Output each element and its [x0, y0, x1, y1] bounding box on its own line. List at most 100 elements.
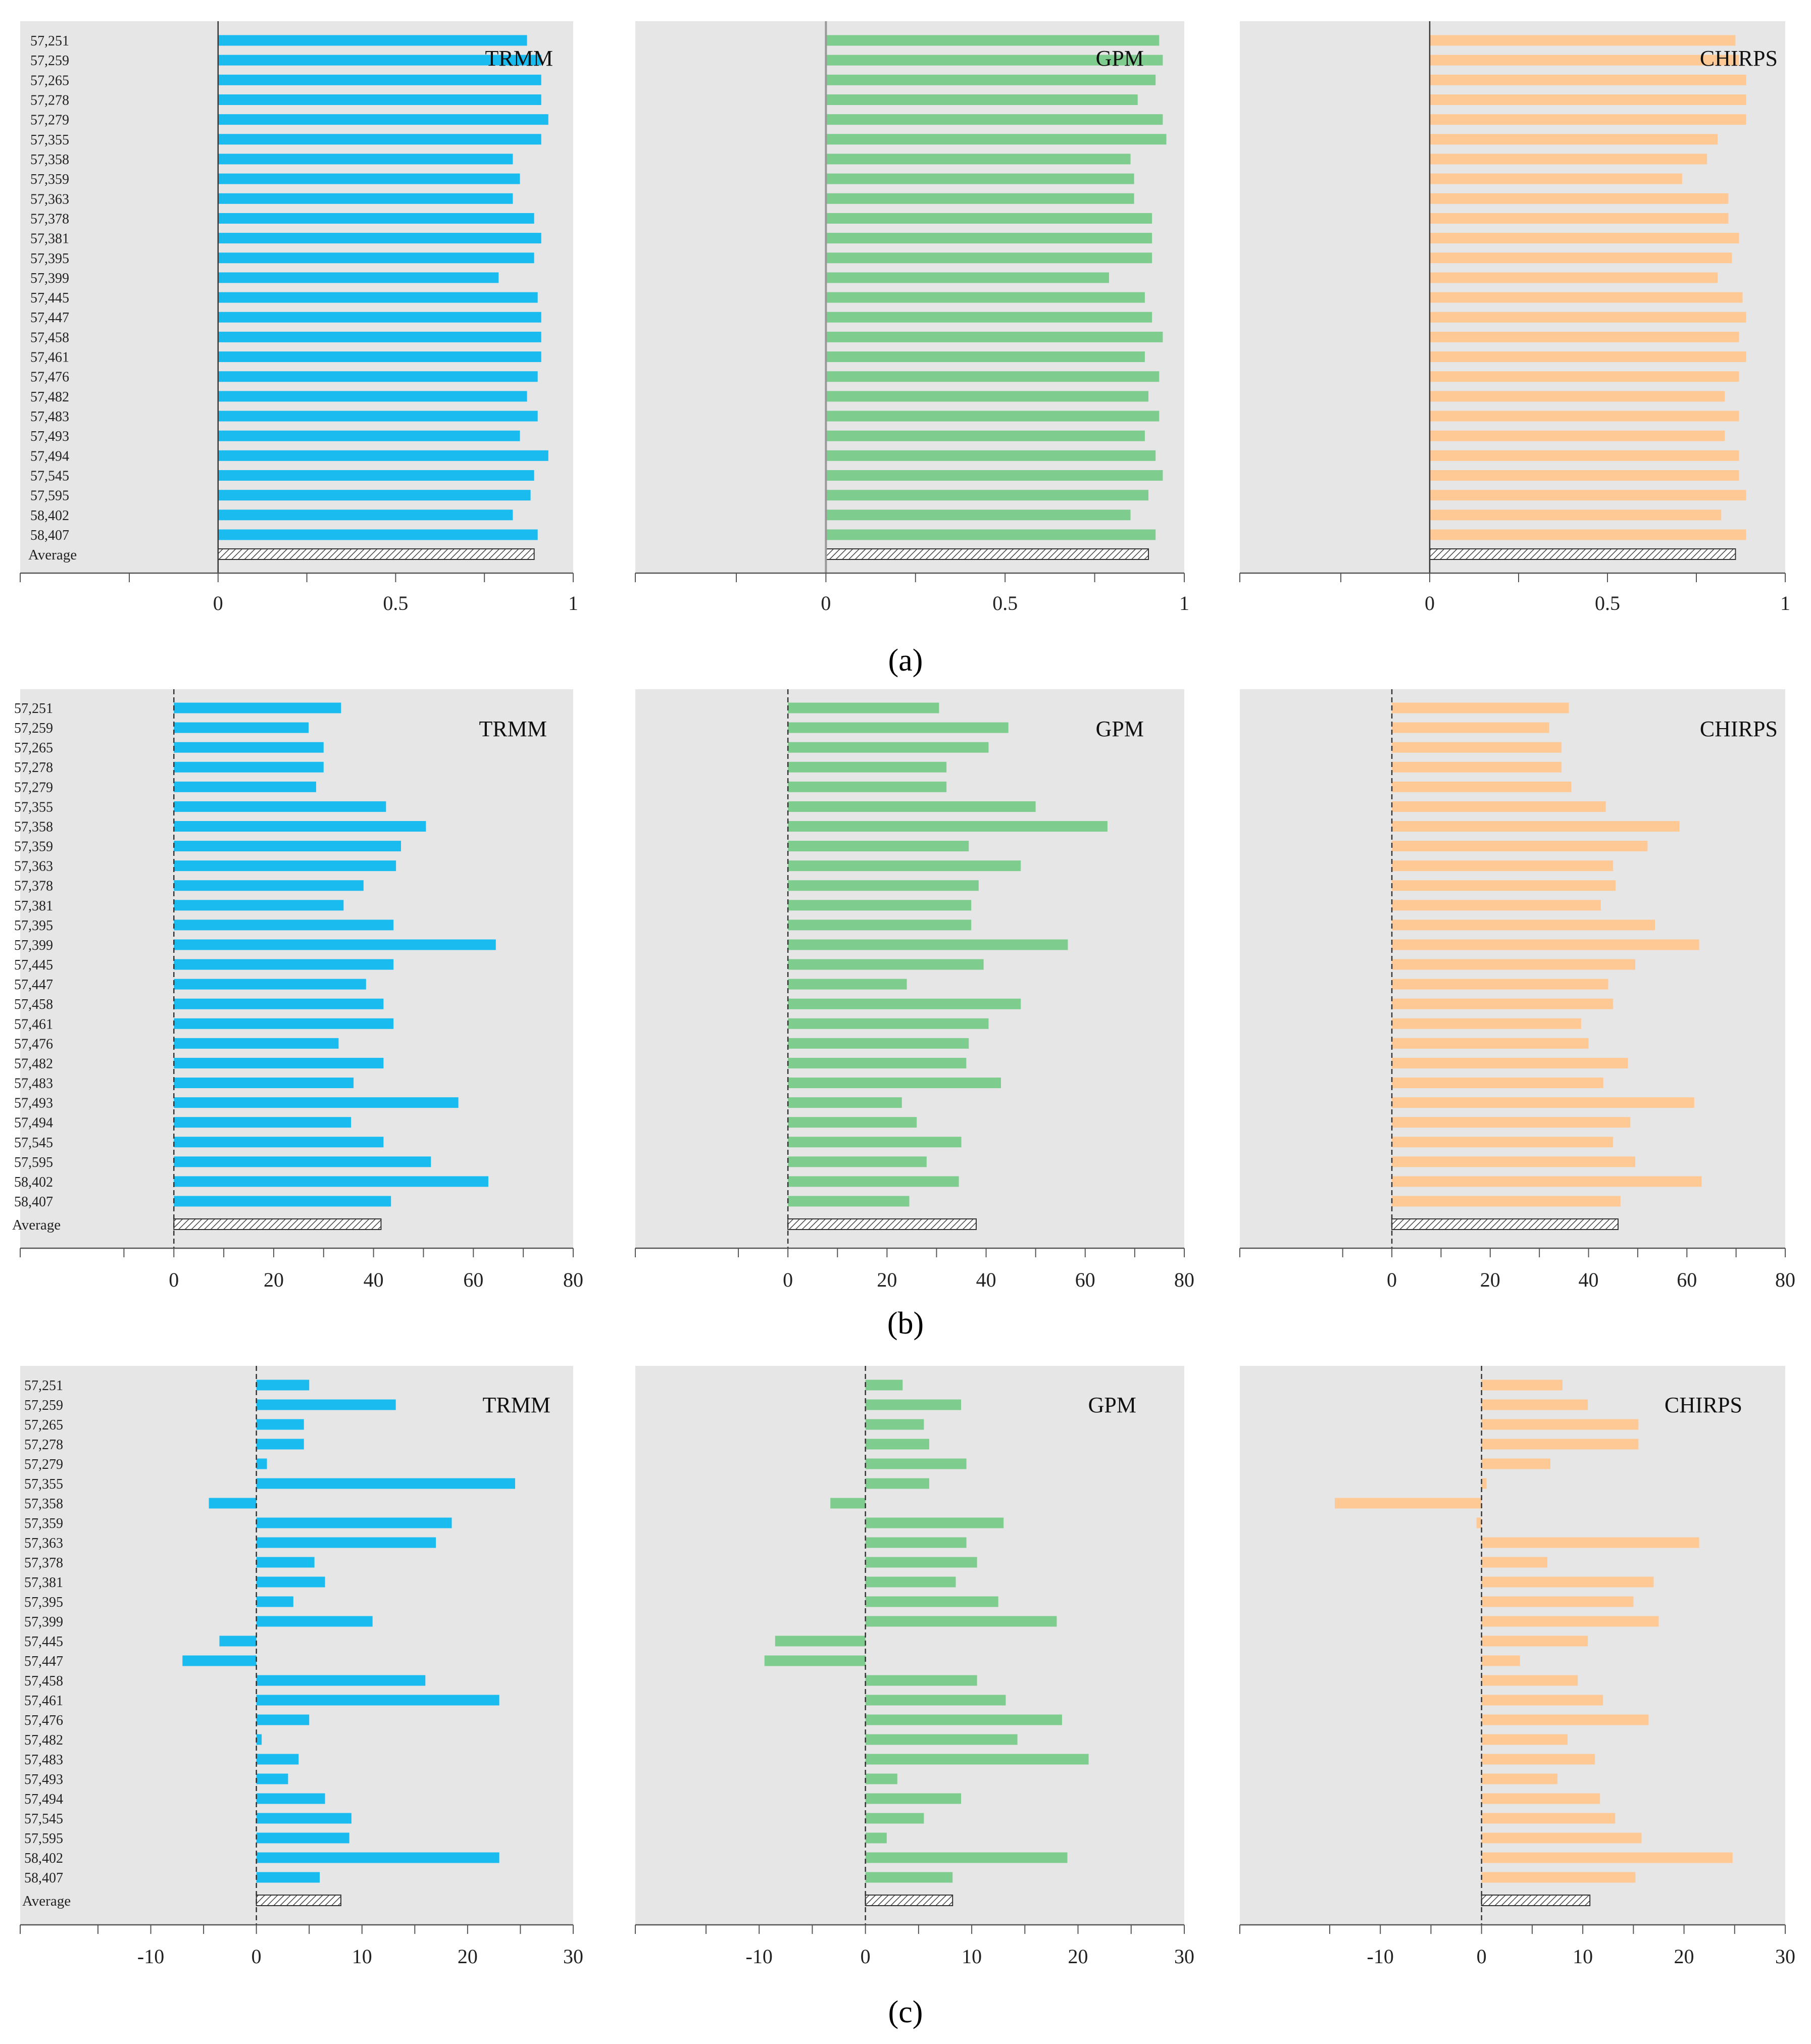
- bar: [788, 1137, 962, 1148]
- category-label: 57,359: [30, 172, 69, 187]
- category-label: 58,402: [30, 508, 69, 524]
- bar: [1392, 1078, 1603, 1089]
- category-label: 57,483: [30, 409, 69, 425]
- x-tick-label: 0.5: [383, 592, 408, 615]
- category-label: 57,595: [30, 488, 69, 504]
- bar: [865, 1596, 998, 1607]
- category-label: 57,278: [30, 92, 69, 108]
- bar: [1476, 1517, 1482, 1528]
- bar: [865, 1813, 924, 1824]
- bar: [1481, 1793, 1600, 1804]
- bar: [174, 998, 384, 1009]
- bar: [1392, 841, 1648, 852]
- bar: [174, 761, 324, 773]
- bar: [1430, 529, 1746, 540]
- bar: [1481, 1734, 1568, 1745]
- bar: [1481, 1813, 1616, 1824]
- category-label: 57,493: [14, 1096, 53, 1111]
- bar: [865, 1439, 929, 1450]
- category-label: 57,476: [14, 1036, 53, 1052]
- bar: [788, 781, 947, 792]
- category-label: 57,363: [24, 1536, 63, 1551]
- bar: [1430, 252, 1732, 264]
- bar: [826, 35, 1160, 46]
- category-label: 57,461: [14, 1016, 53, 1032]
- category-label: 57,381: [30, 231, 69, 247]
- category-label: 57,251: [24, 1378, 63, 1394]
- category-label: 57,395: [14, 918, 53, 934]
- bar: [865, 1675, 977, 1686]
- bar: [219, 1636, 257, 1647]
- bar: [256, 1517, 452, 1528]
- bar: [218, 430, 520, 441]
- bar: [1481, 1419, 1639, 1430]
- bar: [826, 154, 1131, 165]
- bar: [826, 430, 1145, 441]
- x-tick-label: 80: [1174, 1268, 1194, 1291]
- bar: [1392, 1156, 1636, 1167]
- bar: [865, 1399, 962, 1410]
- x-tick-label: 1: [568, 592, 578, 615]
- x-tick-label: 80: [1775, 1268, 1795, 1291]
- bar: [1481, 1379, 1563, 1391]
- bar: [1430, 35, 1736, 46]
- bar: [826, 114, 1163, 125]
- category-label: 57,355: [24, 1476, 63, 1492]
- bar: [1481, 1458, 1550, 1469]
- category-label: 57,363: [30, 191, 69, 207]
- bar: [1392, 1018, 1581, 1029]
- bar: [256, 1399, 396, 1410]
- bar: [788, 1117, 917, 1128]
- bar: [1481, 1616, 1659, 1627]
- category-label: 57,355: [14, 799, 53, 815]
- bar: [1430, 272, 1718, 283]
- bar: [1392, 801, 1606, 812]
- bar: [218, 193, 513, 204]
- bar: [1430, 371, 1739, 382]
- category-label: 57,265: [30, 73, 69, 88]
- category-label: 57,461: [24, 1693, 63, 1709]
- category-label: 57,545: [30, 469, 69, 484]
- chart-a-gpm: 0 0.5 1 GPM: [635, 21, 1189, 615]
- bar: [174, 801, 386, 812]
- bar: [826, 371, 1160, 382]
- x-tick-label: 30: [1775, 1945, 1795, 1968]
- bar: [218, 529, 538, 540]
- bar: [865, 1576, 956, 1588]
- bar: [1392, 900, 1601, 911]
- bar: [788, 722, 1009, 733]
- plot-background: [635, 1366, 1184, 1925]
- bar: [1430, 134, 1718, 145]
- bar: [1481, 1695, 1603, 1706]
- bar: [1430, 154, 1707, 165]
- bar: [788, 1196, 910, 1207]
- bar: [1430, 114, 1746, 125]
- category-label: 57,545: [24, 1811, 63, 1827]
- bar: [218, 134, 541, 145]
- x-tick-label: 20: [458, 1945, 478, 1968]
- category-label: 57,378: [14, 879, 53, 894]
- category-label: 57,359: [14, 839, 53, 855]
- chart-b-chirps: 0 20 40 60 80 CHIRPS: [1239, 689, 1795, 1291]
- x-tick-label: 60: [463, 1268, 483, 1291]
- category-label: 57,259: [24, 1398, 63, 1413]
- category-label: 57,399: [24, 1614, 63, 1630]
- bar: [788, 860, 1021, 872]
- bar: [218, 74, 541, 85]
- bar: [174, 860, 396, 872]
- bar: [788, 1078, 1001, 1089]
- bar: [256, 1872, 320, 1883]
- category-label: 57,476: [30, 370, 69, 385]
- bar: [830, 1498, 866, 1509]
- category-label: 57,399: [30, 271, 69, 286]
- category-label: 57,493: [30, 429, 69, 444]
- row-labels: (a) (b) (c): [887, 643, 924, 2029]
- x-tick-label: 0: [1477, 1945, 1487, 1968]
- panel-title: TRMM: [485, 46, 553, 71]
- bar: [1430, 94, 1746, 105]
- x-tick-label: 30: [563, 1945, 583, 1968]
- bar: [788, 979, 907, 990]
- bar: [865, 1537, 967, 1548]
- bar: [788, 959, 984, 970]
- category-label: 57,359: [24, 1516, 63, 1531]
